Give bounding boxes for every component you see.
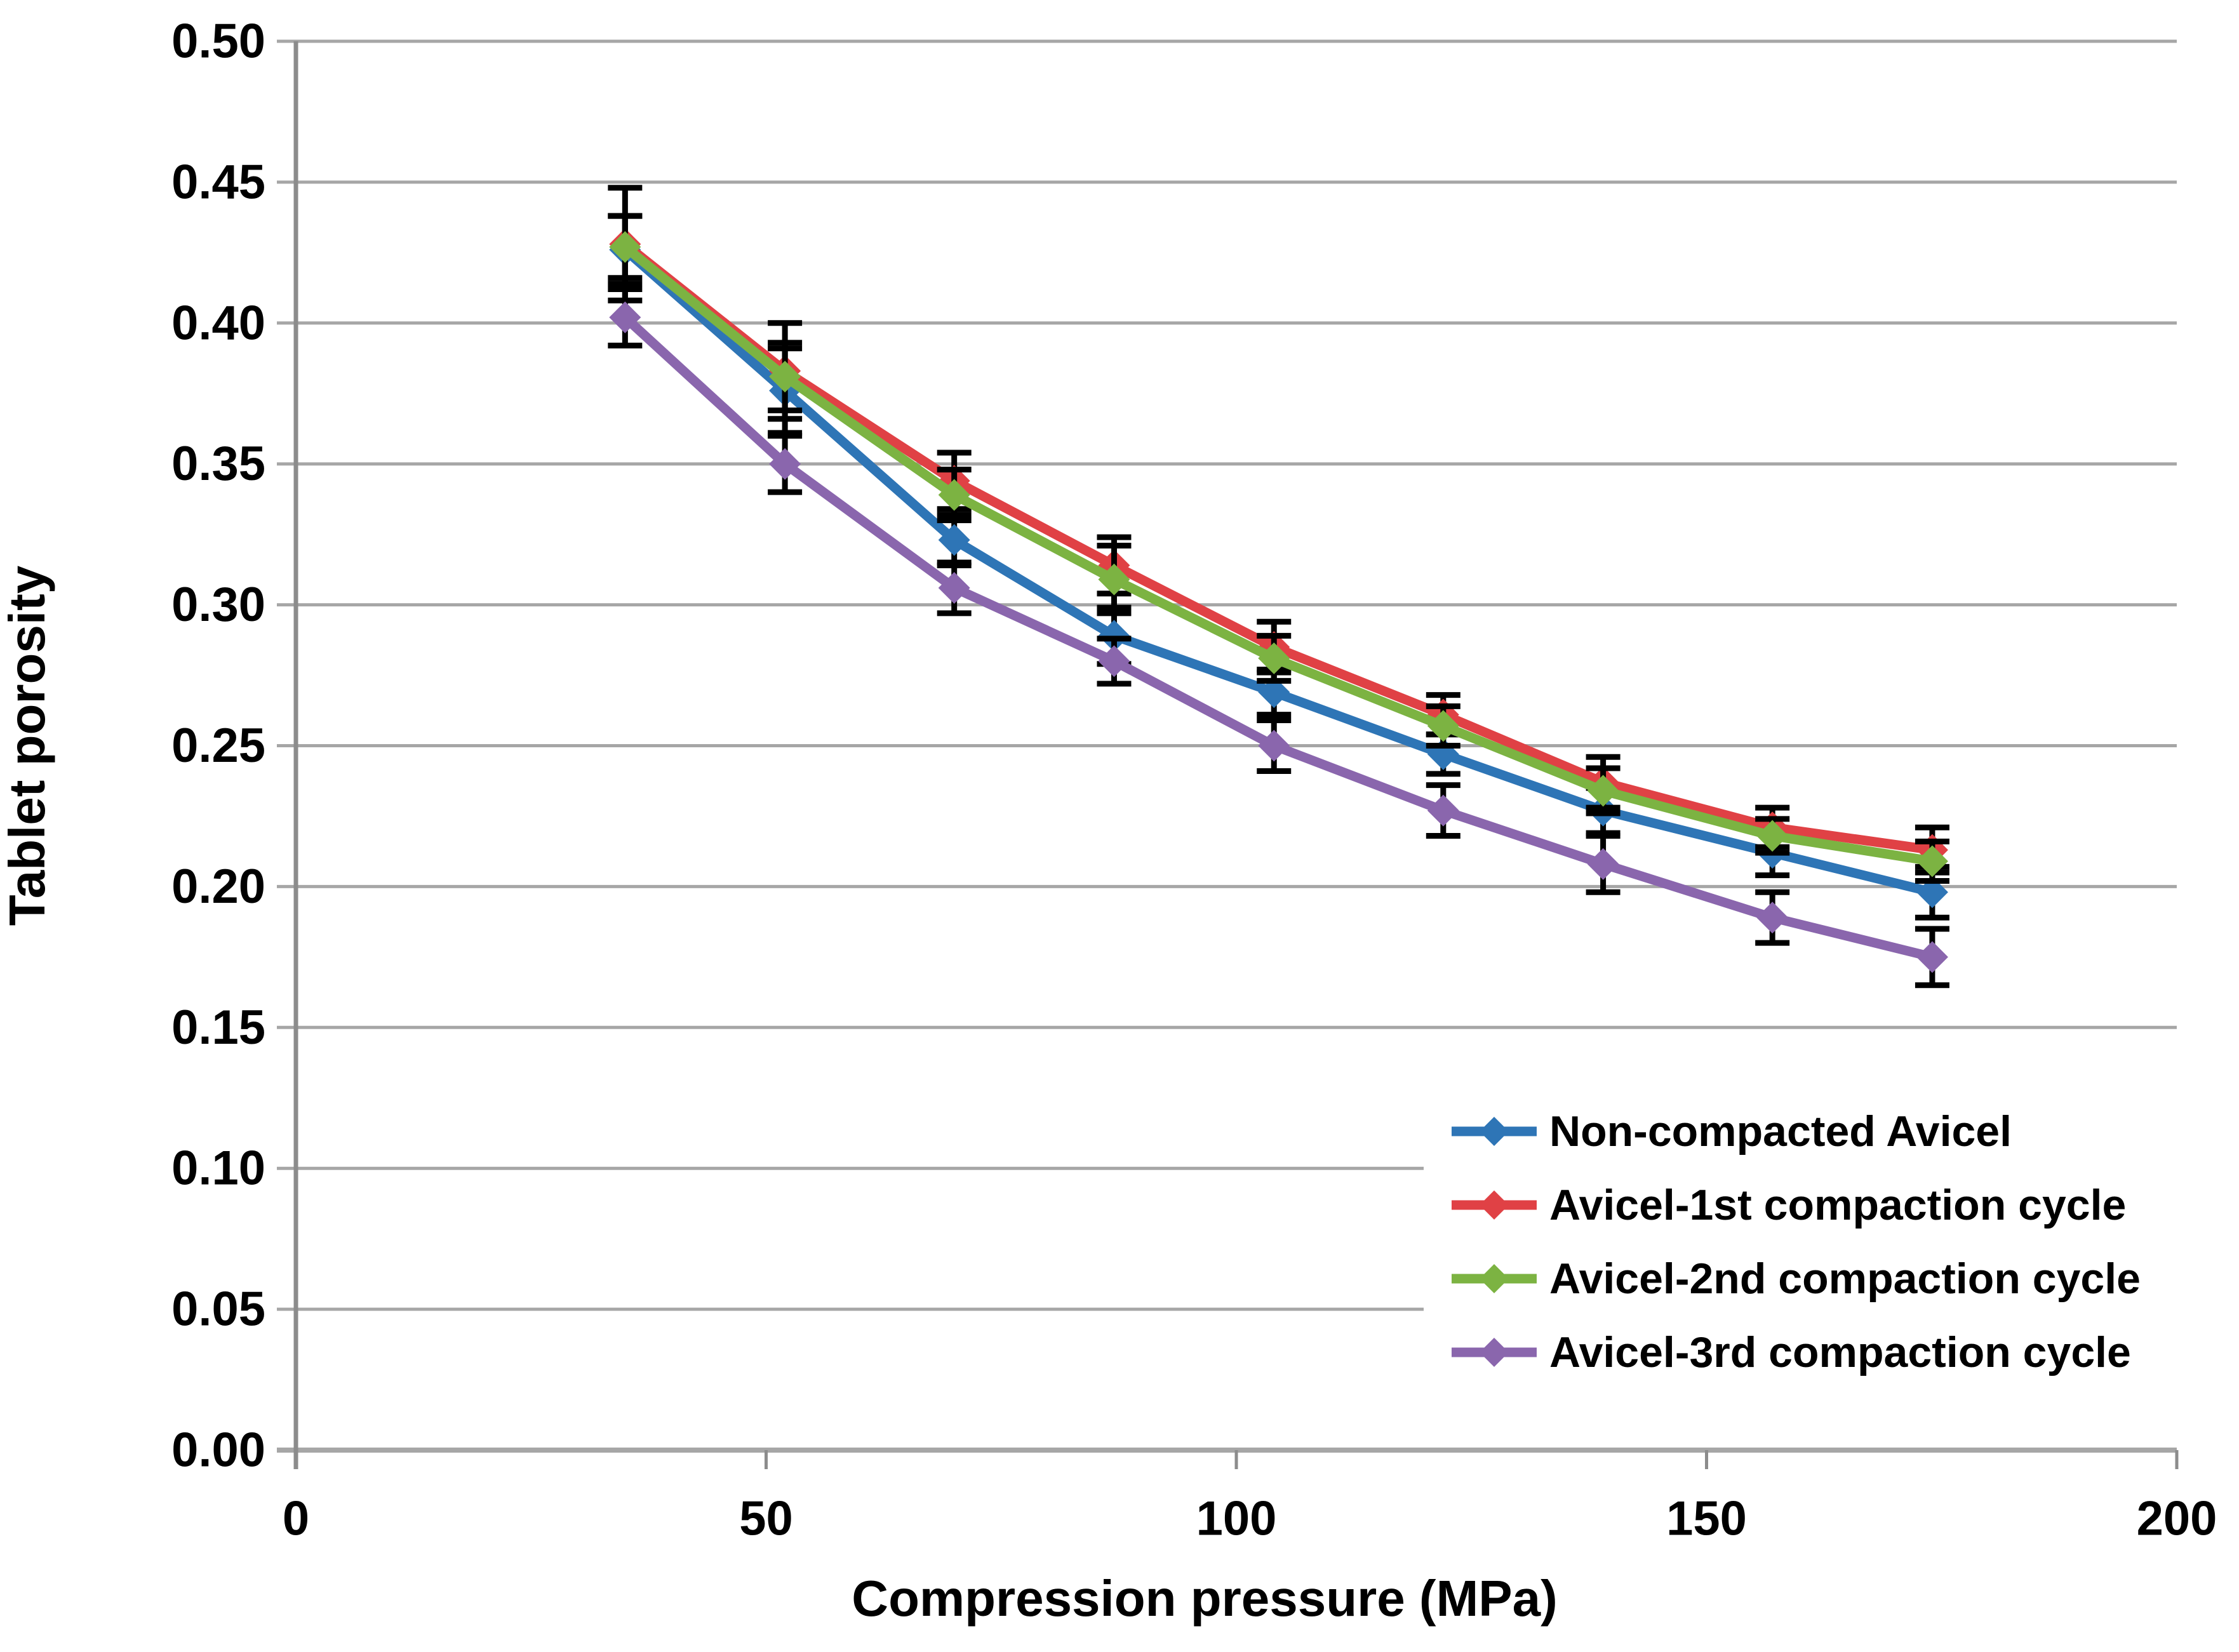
diamond-marker [1587, 775, 1619, 807]
x-tick-label-150: 150 [1666, 1492, 1747, 1546]
legend-item-avicel-2nd-compaction-cycle: Avicel-2nd compaction cycle [1452, 1255, 2141, 1303]
legend-label-avicel-2nd-compaction-cycle: Avicel-2nd compaction cycle [1549, 1255, 2141, 1303]
diamond-marker [1258, 676, 1290, 709]
diamond-marker [609, 230, 641, 263]
y-tick-label-0.25: 0.25 [171, 719, 265, 773]
y-tick-label-0.40: 0.40 [171, 296, 265, 350]
legend-diamond-icon [1480, 1264, 1509, 1293]
x-tick-label-50: 50 [739, 1492, 793, 1546]
legend-diamond-icon [1480, 1190, 1509, 1220]
markers-avicel-2nd-compaction-cycle [609, 230, 1948, 877]
gridlines [277, 39, 2177, 1453]
y-tick-label-0.05: 0.05 [171, 1282, 265, 1336]
diamond-marker [938, 479, 970, 511]
diamond-marker [1427, 710, 1459, 742]
diamond-marker [769, 448, 801, 480]
diamond-marker [938, 524, 970, 556]
diamond-marker [1756, 902, 1789, 934]
legend-diamond-icon [1480, 1338, 1509, 1367]
legend-label-non-compacted-avicel: Non-compacted Avicel [1549, 1107, 2012, 1156]
legend-item-avicel-1st-compaction-cycle: Avicel-1st compaction cycle [1452, 1181, 2126, 1229]
diamond-marker [1258, 642, 1290, 674]
diamond-marker [1756, 820, 1789, 852]
x-tick-label-200: 200 [2137, 1492, 2217, 1546]
diamond-marker [1916, 876, 1948, 909]
x-tick-label-100: 100 [1196, 1492, 1277, 1546]
series-non-compacted-avicel [608, 213, 1949, 921]
diamond-marker [769, 361, 801, 393]
y-tick-label-0.10: 0.10 [171, 1142, 265, 1196]
diamond-marker [1916, 845, 1948, 877]
x-axis-title: Compression pressure (MPa) [852, 1570, 1557, 1627]
y-axis-title: Tablet porosity [0, 565, 55, 926]
y-tick-label-0.00: 0.00 [171, 1423, 265, 1477]
error-bars-non-compacted-avicel [608, 213, 1949, 921]
y-tick-label-0.20: 0.20 [171, 860, 265, 914]
diamond-marker [1258, 729, 1290, 762]
diamond-marker [1098, 645, 1130, 677]
x-tick-label-0: 0 [283, 1492, 309, 1546]
y-tick-label-0.15: 0.15 [171, 1001, 265, 1055]
diamond-marker [1916, 941, 1948, 973]
diamond-marker [1587, 848, 1619, 880]
series-avicel-3rd-compaction-cycle [608, 286, 1949, 989]
x-ticks [294, 1450, 2179, 1469]
legend-label-avicel-3rd-compaction-cycle: Avicel-3rd compaction cycle [1549, 1328, 2131, 1376]
diamond-marker [938, 571, 970, 604]
series-avicel-2nd-compaction-cycle [608, 213, 1949, 884]
series-line-non-compacted-avicel [620, 244, 1937, 897]
error-bars-avicel-2nd-compaction-cycle [608, 213, 1949, 884]
legend: Non-compacted Avicel Avicel-1st compactio… [1424, 1089, 2179, 1394]
diamond-marker [1427, 794, 1459, 827]
x-tick-labels: 0 50 100 150 200 [283, 1492, 2217, 1546]
legend-diamond-icon [1480, 1117, 1509, 1146]
markers-avicel-3rd-compaction-cycle [609, 301, 1948, 973]
series-line-avicel-1st-compaction-cycle [620, 239, 1937, 855]
diamond-marker [1098, 563, 1130, 596]
legend-background [1424, 1089, 2179, 1394]
y-tick-label-0.45: 0.45 [171, 155, 265, 209]
legend-item-non-compacted-avicel: Non-compacted Avicel [1452, 1107, 2012, 1156]
y-tick-labels: 0.00 0.05 0.10 0.15 0.20 0.25 0.30 0.35 0.40 0.45… [171, 15, 265, 1477]
legend-item-avicel-3rd-compaction-cycle: Avicel-3rd compaction cycle [1452, 1328, 2131, 1376]
y-tick-label-0.35: 0.35 [171, 437, 265, 491]
diamond-marker [609, 301, 641, 333]
y-tick-label-0.30: 0.30 [171, 578, 265, 632]
markers-non-compacted-avicel [609, 234, 1948, 909]
y-tick-label-0.50: 0.50 [171, 15, 265, 69]
legend-label-avicel-1st-compaction-cycle: Avicel-1st compaction cycle [1549, 1181, 2126, 1229]
